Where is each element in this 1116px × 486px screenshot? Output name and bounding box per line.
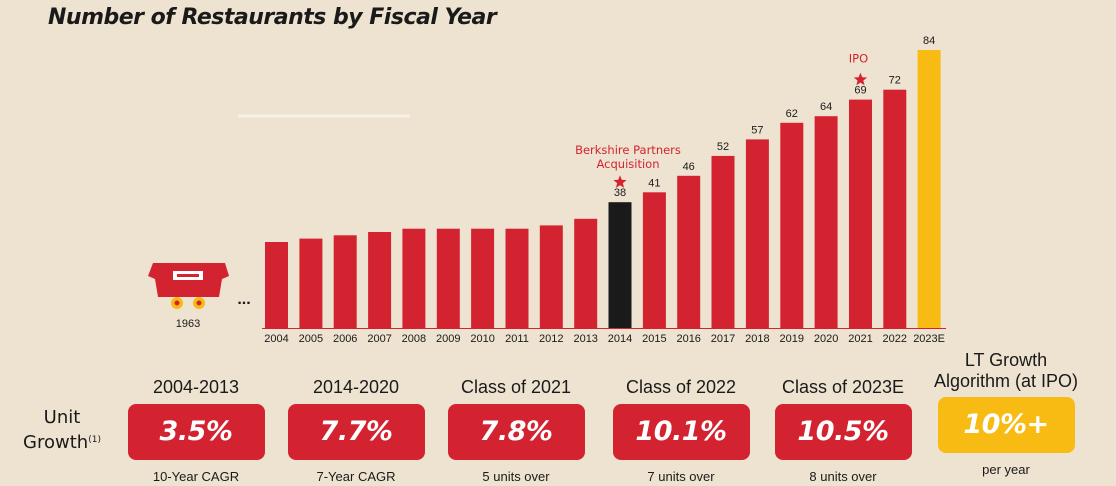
- stat-value-box: 7.8%: [447, 404, 585, 460]
- stat-subtext: 7 units over: [647, 469, 715, 484]
- x-tick-label-2007: 2007: [367, 333, 391, 345]
- bar-2008: [402, 228, 426, 328]
- unit-growth-line2: Growth: [23, 432, 89, 453]
- bar-2011: [505, 228, 529, 328]
- x-tick-label-2018: 2018: [745, 333, 769, 345]
- x-tick-label-2009: 2009: [436, 333, 460, 345]
- timeline-ellipsis: ...: [237, 291, 250, 308]
- lt-growth-algorithm: LT Growth Algorithm (at IPO) 10%+ per ye…: [928, 350, 1084, 477]
- value-label-2023E: 84: [923, 35, 935, 47]
- x-tick-label-2015: 2015: [642, 333, 666, 345]
- stat-class-2023e: Class of 2023E 10.5% 8 units over: [768, 377, 918, 484]
- lt-growth-line1: LT Growth: [964, 350, 1048, 370]
- stat-2004-2013: 2004-2013 3.5% 10-Year CAGR: [123, 377, 269, 484]
- x-tick-label-2006: 2006: [333, 333, 357, 345]
- value-label-2022: 72: [889, 75, 901, 87]
- x-tick-label-2011: 2011: [505, 333, 529, 345]
- bar-chart: 1963 ... 38 41 46 52 57 62 64 69 72 84 2004 2005 20…: [148, 35, 946, 345]
- bar-2021: [849, 99, 872, 328]
- bar-2010: [471, 228, 495, 328]
- bar-2022: [883, 89, 907, 328]
- annotation-2014: Berkshire Partners Acquisition: [575, 143, 681, 171]
- stat-period: Class of 2022: [625, 377, 737, 397]
- value-label-2019: 62: [786, 108, 798, 120]
- star-icon: [613, 175, 627, 188]
- lt-growth-line2: Algorithm (at IPO): [933, 371, 1079, 391]
- stat-period: Class of 2021: [460, 377, 572, 397]
- x-tick-label-2017: 2017: [711, 333, 735, 345]
- x-tick-label-2004: 2004: [264, 333, 288, 345]
- x-tick-label-2022: 2022: [883, 333, 907, 345]
- bar-2017: [711, 155, 735, 328]
- bar-2018: [745, 139, 769, 328]
- lt-growth-value-box: 10%+: [937, 397, 1075, 453]
- stat-period: 2014-2020: [312, 377, 400, 397]
- bar-2015: [642, 192, 666, 328]
- food-truck-icon: [148, 263, 229, 309]
- x-tick-label-2016: 2016: [676, 333, 700, 345]
- bar-2013: [574, 218, 598, 328]
- stat-subtext: 10-Year CAGR: [152, 469, 240, 484]
- stat-subtext: 5 units over: [482, 469, 550, 484]
- bar-2004: [265, 242, 288, 328]
- x-tick-label-2020: 2020: [814, 333, 838, 345]
- bar-2020: [814, 116, 838, 328]
- value-label-2016: 46: [683, 161, 695, 173]
- stat-period: Class of 2023E: [781, 377, 905, 397]
- stat-2014-2020: 2014-2020 7.7% 7-Year CAGR: [283, 377, 429, 484]
- unit-growth-label: Unit Growth(1): [16, 406, 108, 454]
- stat-subtext: 8 units over: [809, 469, 877, 484]
- value-label-2014: 38: [614, 187, 626, 199]
- stat-value-box: 7.7%: [287, 404, 425, 460]
- bar-2016: [677, 175, 701, 328]
- x-tick-label-2012: 2012: [539, 333, 563, 345]
- x-tick-label-2005: 2005: [299, 333, 323, 345]
- x-tick-label-2010: 2010: [470, 333, 494, 345]
- lt-growth-subtext: per year: [982, 462, 1030, 477]
- bar-2006: [333, 235, 357, 328]
- x-tick-label-2014: 2014: [608, 333, 632, 345]
- annotation-2021: IPO: [849, 52, 868, 66]
- bar-2005: [299, 238, 323, 328]
- bar-2012: [539, 225, 563, 328]
- unit-growth-line1: Unit: [43, 407, 81, 428]
- bar-2023E: [917, 50, 941, 328]
- stat-value-box: 3.5%: [127, 404, 265, 460]
- value-label-2015: 41: [648, 177, 660, 189]
- stat-value-box: 10.1%: [612, 404, 750, 460]
- footnote-marker: (1): [88, 435, 101, 445]
- stat-class-2022: Class of 2022 10.1% 7 units over: [608, 377, 754, 484]
- bar-2014: [608, 202, 632, 328]
- value-label-2021: 69: [854, 85, 866, 97]
- x-tick-label-2019: 2019: [780, 333, 804, 345]
- stat-class-2021: Class of 2021 7.8% 5 units over: [443, 377, 589, 484]
- value-label-2018: 57: [751, 124, 763, 136]
- stat-period: 2004-2013: [152, 377, 240, 397]
- x-tick-label-2008: 2008: [402, 333, 426, 345]
- stat-value-box: 10.5%: [774, 404, 912, 460]
- value-label-2017: 52: [717, 141, 729, 153]
- bar-2007: [368, 232, 392, 328]
- bar-2009: [436, 228, 460, 328]
- x-tick-label-2023E: 2023E: [913, 333, 945, 345]
- x-tick-label-2021: 2021: [848, 333, 872, 345]
- stat-subtext: 7-Year CAGR: [316, 469, 396, 484]
- bar-2019: [780, 122, 804, 328]
- origin-year-label: 1963: [176, 318, 200, 330]
- x-tick-label-2013: 2013: [573, 333, 597, 345]
- chart-title: Number of Restaurants by Fiscal Year: [48, 5, 497, 30]
- star-icon: [853, 72, 868, 86]
- value-label-2020: 64: [820, 101, 832, 113]
